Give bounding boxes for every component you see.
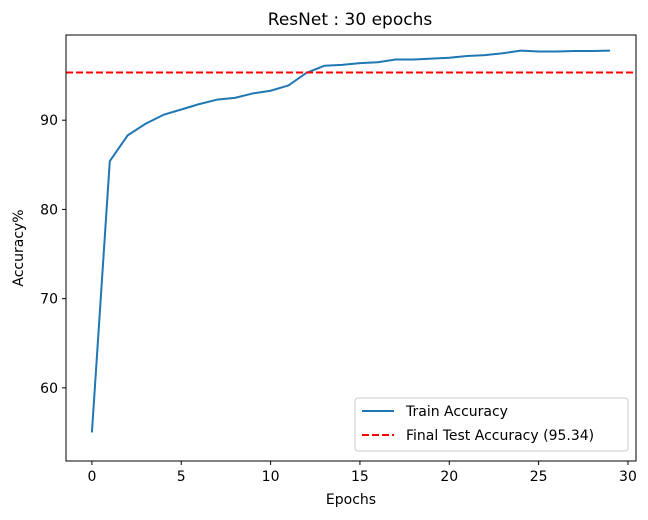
y-tick-label: 80 bbox=[40, 202, 58, 218]
y-tick-label: 60 bbox=[40, 381, 58, 397]
plot-frame bbox=[65, 34, 637, 462]
x-tick-label: 10 bbox=[262, 469, 280, 485]
y-tick-label: 70 bbox=[40, 292, 58, 308]
x-axis-label: Epochs bbox=[326, 492, 376, 508]
chart-title: ResNet : 30 epochs bbox=[268, 10, 433, 30]
y-tick-label: 90 bbox=[40, 113, 58, 129]
legend: Train Accuracy Final Test Accuracy (95.3… bbox=[354, 397, 629, 452]
x-tick-label: 25 bbox=[530, 469, 548, 485]
y-axis: 60 70 80 90 bbox=[40, 113, 66, 397]
legend-label-train-accuracy: Train Accuracy bbox=[405, 404, 508, 420]
train-accuracy-line bbox=[90, 49, 611, 433]
series-layer bbox=[66, 49, 636, 433]
x-tick-label: 15 bbox=[351, 469, 369, 485]
x-tick-label: 30 bbox=[619, 469, 637, 485]
legend-box bbox=[354, 397, 629, 452]
x-tick-label: 20 bbox=[440, 469, 458, 485]
x-axis: 0 5 10 15 20 25 30 bbox=[87, 461, 637, 485]
x-tick-label: 0 bbox=[87, 469, 96, 485]
y-axis-label: Accuracy% bbox=[11, 209, 27, 286]
legend-label-final-test-accuracy: Final Test Accuracy (95.34) bbox=[406, 428, 594, 444]
x-tick-label: 5 bbox=[177, 469, 186, 485]
